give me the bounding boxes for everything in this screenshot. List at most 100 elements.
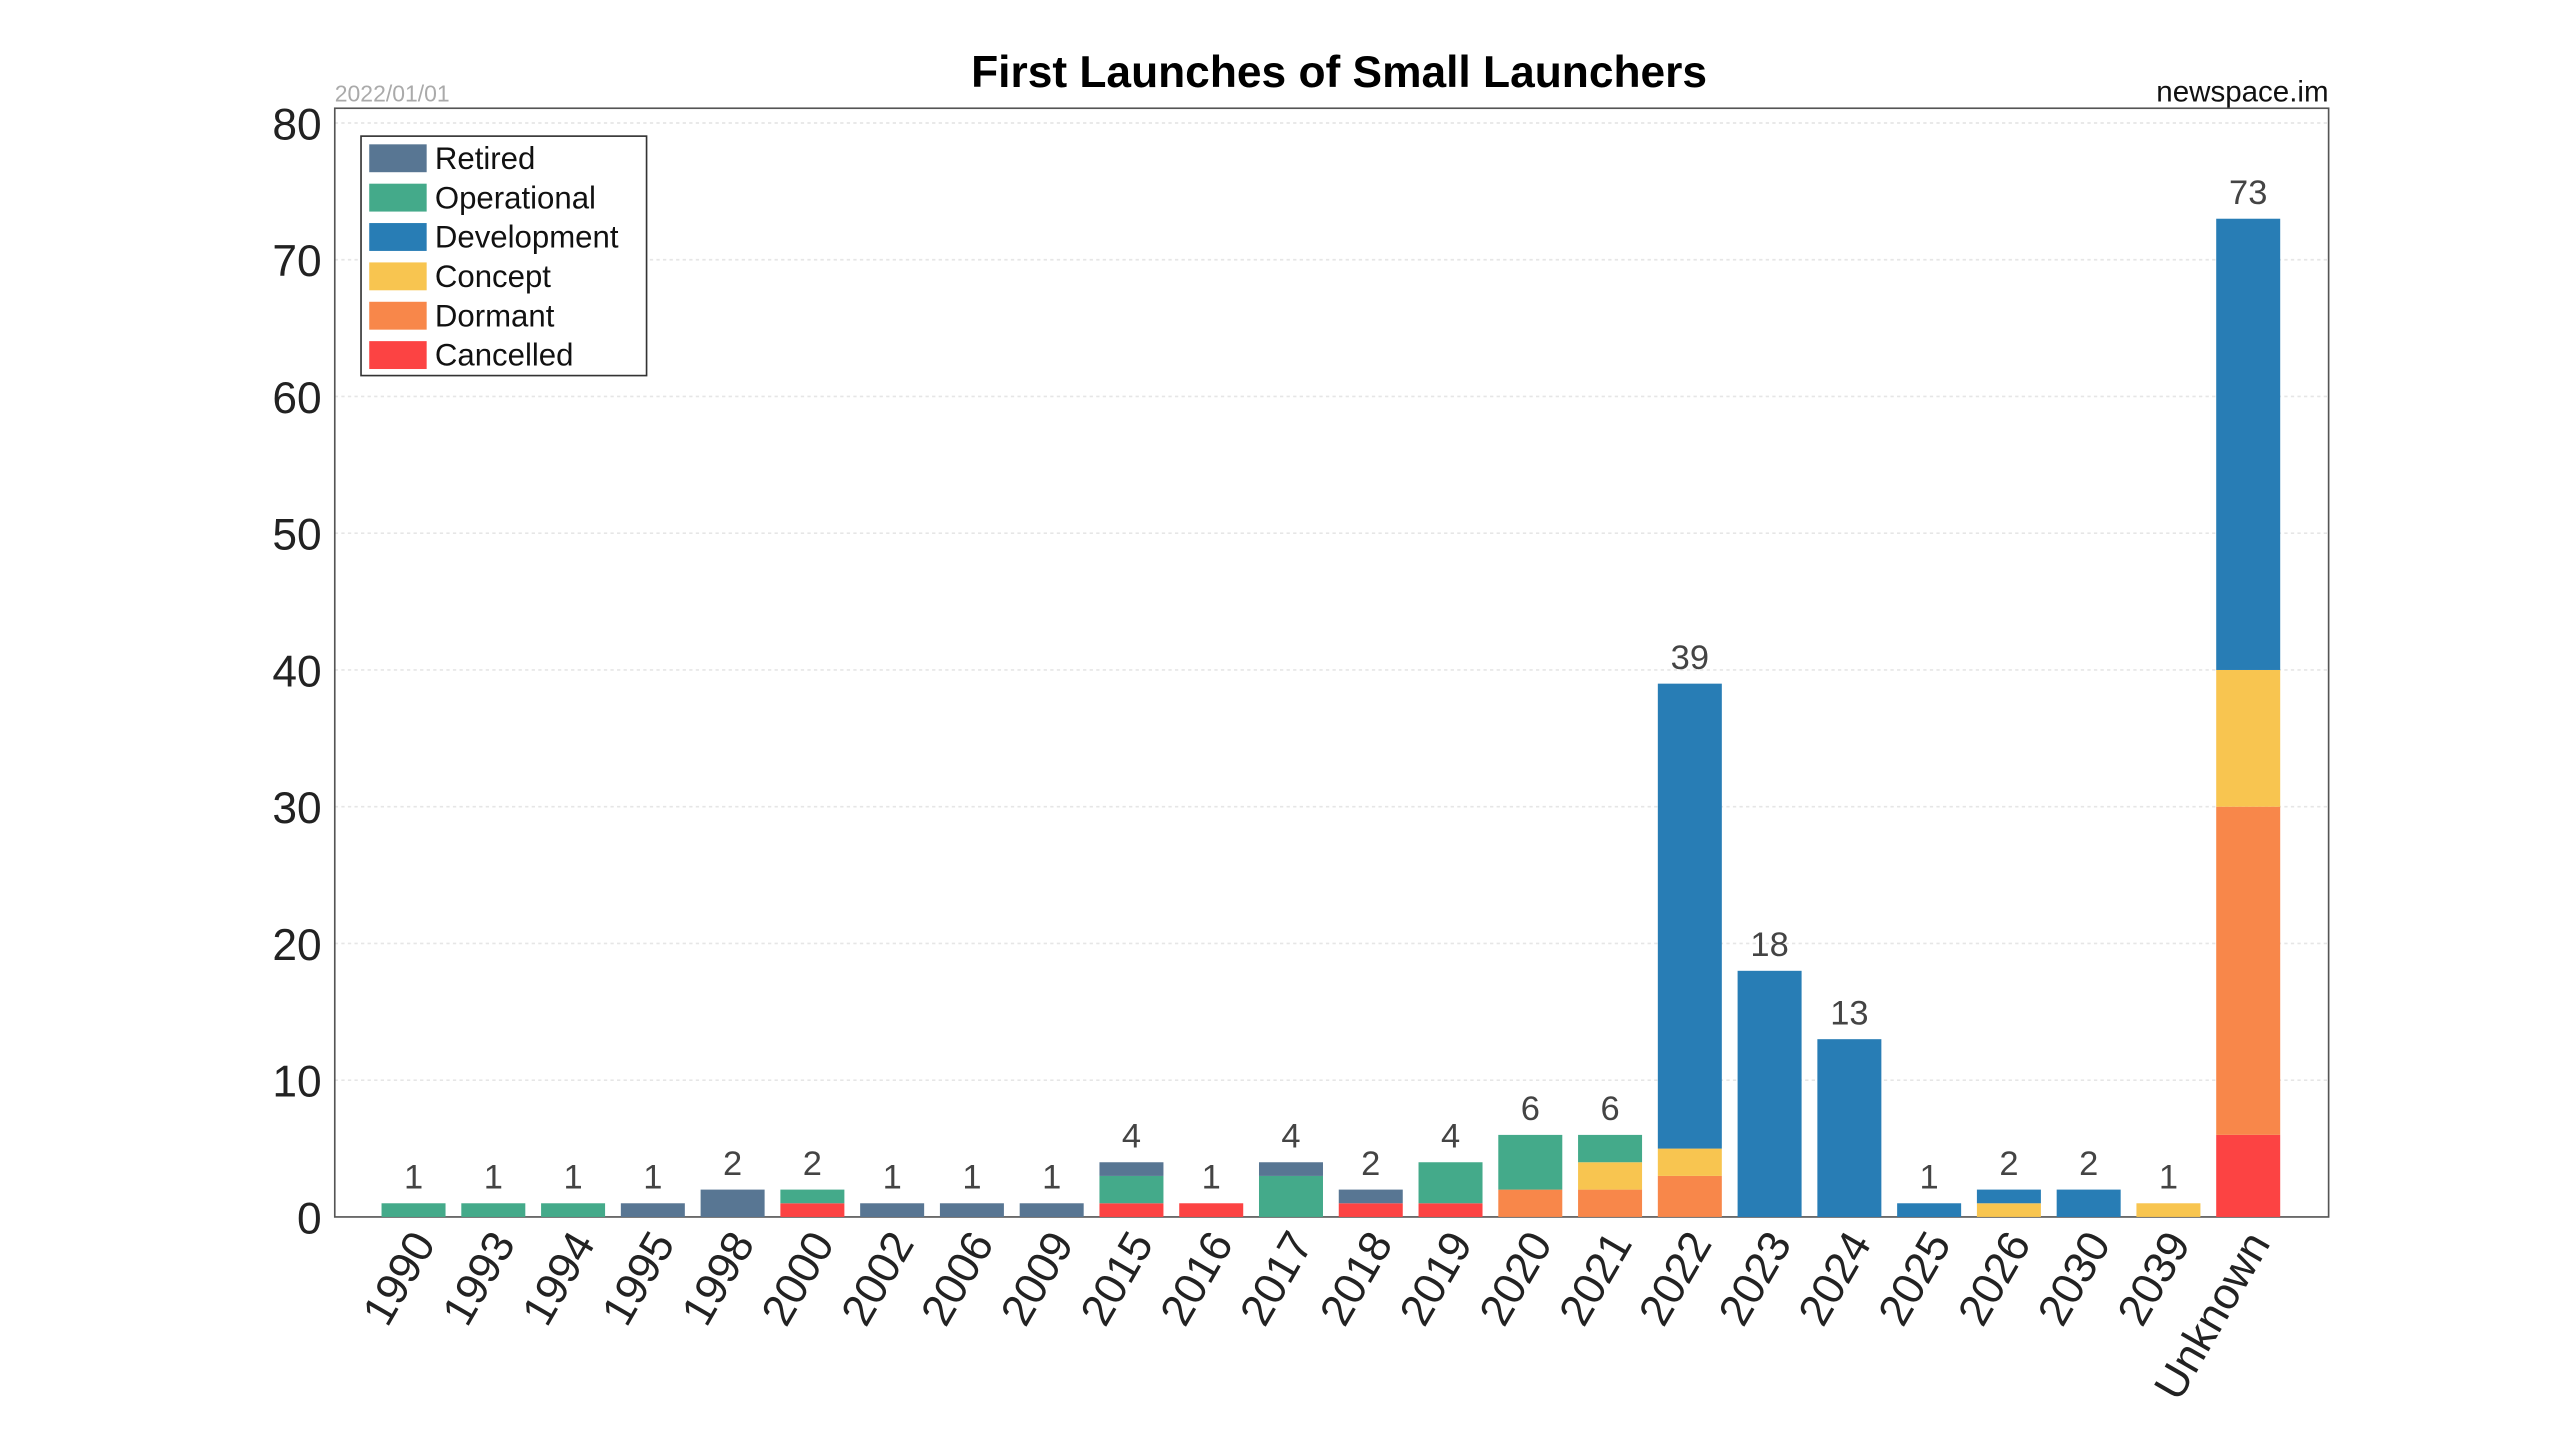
- x-tick-label: 2006: [912, 1224, 1004, 1334]
- bar-segment-operational: [381, 1203, 446, 1217]
- bar-segment-retired: [700, 1189, 765, 1217]
- x-tick-label: 2020: [1470, 1224, 1562, 1334]
- bar-segment-retired: [1019, 1203, 1084, 1217]
- x-tick-label: 1998: [673, 1224, 765, 1334]
- x-tick-label: 1993: [433, 1224, 525, 1334]
- bar-segment-development: [1817, 1039, 1882, 1217]
- x-tick-label: 1994: [513, 1224, 605, 1334]
- data-label: 2: [1999, 1145, 2018, 1183]
- legend-label: Operational: [435, 180, 596, 215]
- data-label: 2: [723, 1145, 742, 1183]
- data-label: 4: [1122, 1117, 1141, 1155]
- x-tick-label: 1990: [353, 1224, 445, 1334]
- y-tick-label: 70: [272, 237, 321, 286]
- data-label: 18: [1750, 926, 1788, 964]
- bar-segment-development: [1657, 683, 1722, 1149]
- data-label: 2: [803, 1145, 822, 1183]
- bar-segment-cancelled: [1338, 1203, 1403, 1217]
- y-tick-label: 50: [272, 511, 321, 560]
- legend-swatch-cancelled: [369, 341, 427, 370]
- data-label: 73: [2229, 174, 2267, 212]
- chart-title: First Launches of Small Launchers: [971, 48, 1707, 97]
- bar-segment-cancelled: [2216, 1134, 2281, 1217]
- bar-segment-development: [1897, 1203, 1962, 1217]
- bar-segment-operational: [461, 1203, 526, 1217]
- bar-segment-dormant: [1578, 1189, 1643, 1217]
- x-tick-label: 2026: [1949, 1224, 2041, 1334]
- bar-segment-dormant: [1657, 1175, 1722, 1217]
- bar-segment-concept: [1578, 1162, 1643, 1190]
- legend-swatch-dormant: [369, 301, 427, 330]
- bar-segment-cancelled: [1179, 1203, 1244, 1217]
- bar-segment-retired: [1258, 1162, 1323, 1176]
- x-tick-label: 2017: [1231, 1224, 1323, 1334]
- legend-label: Development: [435, 220, 619, 255]
- bar-segment-development: [2216, 218, 2281, 670]
- x-tick-label: 2018: [1311, 1224, 1403, 1334]
- x-tick-label: 2009: [992, 1224, 1084, 1334]
- x-tick-label: 2015: [1071, 1224, 1163, 1334]
- x-tick-label: 2002: [832, 1224, 924, 1334]
- bar-segment-retired: [1099, 1162, 1164, 1176]
- bar-segment-operational: [541, 1203, 606, 1217]
- bar-segment-retired: [860, 1203, 925, 1217]
- bar-segment-retired: [620, 1203, 685, 1217]
- gridlines: [334, 122, 2329, 1082]
- x-tick-label: 2019: [1390, 1224, 1482, 1334]
- data-labels: 1 1 1 1 2 2 1 1 1 4 1 4 2 4 6 6 39 18 13 1 2 2 1 73: [404, 174, 2267, 1197]
- data-label: 13: [1830, 994, 1868, 1032]
- data-label: 1: [2159, 1159, 2178, 1197]
- bar-segment-cancelled: [1418, 1203, 1483, 1217]
- bar-segment-retired: [939, 1203, 1004, 1217]
- bar-segment-operational: [1578, 1134, 1643, 1163]
- legend-box: [360, 135, 648, 377]
- data-label: 6: [1600, 1090, 1619, 1128]
- bar-segment-operational: [1418, 1162, 1483, 1204]
- x-tick-label: 2025: [1869, 1224, 1961, 1334]
- legend: Retired Operational Development Concept Dorm…: [360, 135, 648, 377]
- x-tick-label: 2023: [1710, 1224, 1802, 1334]
- bar-segment-operational: [1258, 1175, 1323, 1217]
- bar-segment-concept: [2136, 1203, 2201, 1217]
- data-label: 1: [1202, 1159, 1221, 1197]
- y-tick-label: 10: [272, 1058, 321, 1107]
- y-tick-label: 40: [272, 647, 321, 696]
- x-tick-label: 2021: [1550, 1224, 1642, 1334]
- x-tick-label: 2030: [2029, 1224, 2121, 1334]
- bar-segment-cancelled: [1099, 1203, 1164, 1217]
- data-label: 1: [1042, 1159, 1061, 1197]
- data-label: 1: [962, 1159, 981, 1197]
- bar-segment-concept: [1657, 1148, 1722, 1176]
- y-tick-label: 30: [272, 784, 321, 833]
- data-label: 4: [1281, 1117, 1300, 1155]
- data-label: 4: [1441, 1117, 1460, 1155]
- legend-swatch-operational: [369, 183, 427, 212]
- bar-segment-dormant: [1498, 1189, 1563, 1217]
- bar-segment-retired: [1338, 1189, 1403, 1204]
- data-label: 2: [2079, 1145, 2098, 1183]
- source-label: newspace.im: [2156, 76, 2328, 109]
- bar-segment-concept: [2216, 669, 2281, 807]
- data-label: 1: [883, 1159, 902, 1197]
- plot-frame: [333, 107, 2330, 1218]
- y-tick-label: 0: [297, 1194, 322, 1243]
- bars: [381, 218, 2281, 1217]
- x-tick-label: 2024: [1789, 1224, 1881, 1334]
- legend-label: Cancelled: [435, 338, 574, 373]
- date-note: 2022/01/01: [335, 81, 450, 107]
- bar-segment-cancelled: [780, 1203, 845, 1217]
- legend-label: Concept: [435, 259, 551, 294]
- legend-swatch-retired: [369, 144, 427, 173]
- x-tick-label: 2022: [1630, 1224, 1722, 1334]
- x-axis: 1990199319941995199820002002200620092015…: [353, 1224, 2279, 1408]
- data-label: 1: [484, 1159, 503, 1197]
- data-label: 1: [563, 1159, 582, 1197]
- y-tick-label: 80: [272, 100, 321, 149]
- x-tick-label: 1995: [593, 1224, 685, 1334]
- data-label: 1: [643, 1159, 662, 1197]
- data-label: 1: [1920, 1159, 1939, 1197]
- y-tick-label: 60: [272, 374, 321, 423]
- x-tick-label: 2000: [752, 1224, 844, 1334]
- bar-segment-operational: [1099, 1175, 1164, 1204]
